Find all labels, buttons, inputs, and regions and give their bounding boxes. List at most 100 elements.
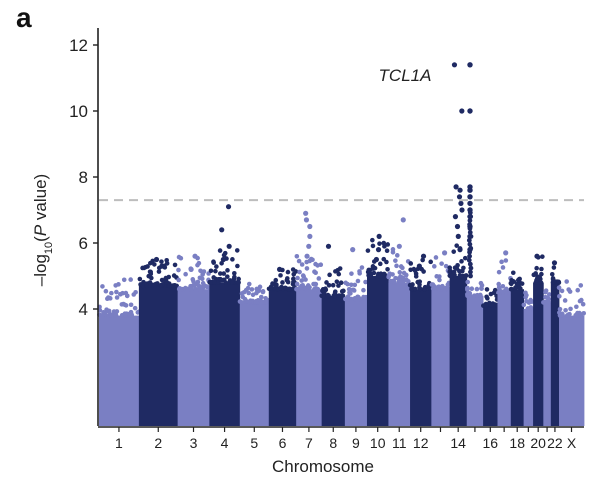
snp-point <box>551 265 557 270</box>
peak-point <box>396 243 402 249</box>
snp-point <box>579 297 584 303</box>
x-tick-label: 1 <box>115 435 123 451</box>
snp-point <box>496 290 501 295</box>
snp-point <box>273 277 279 283</box>
peak-point <box>459 207 465 213</box>
snp-point <box>312 269 317 275</box>
snp-point <box>437 277 442 283</box>
snp-point <box>562 298 568 303</box>
peak-point <box>325 243 332 249</box>
y-tick-label: 8 <box>79 168 88 187</box>
chromosome-17-points <box>496 250 513 426</box>
snp-point <box>447 269 452 274</box>
snp-point <box>378 273 383 279</box>
snp-point <box>337 266 343 271</box>
snp-point <box>324 280 329 285</box>
snp-point <box>219 260 224 266</box>
snp-point <box>349 296 354 302</box>
snp-point <box>513 285 519 290</box>
snp-point <box>432 264 437 269</box>
snp-point <box>304 259 309 265</box>
snp-point <box>273 283 279 289</box>
snp-point <box>539 266 544 272</box>
snp-point <box>287 286 292 292</box>
x-tick-label: 20 <box>530 435 546 451</box>
snp-point <box>198 268 203 274</box>
chromosome-10-band <box>366 276 389 426</box>
snp-point <box>409 286 414 292</box>
snp-point <box>549 271 555 277</box>
snp-point <box>398 274 403 279</box>
chromosome-2-band <box>138 285 179 426</box>
snp-point <box>467 293 473 299</box>
snp-point <box>563 307 568 313</box>
snp-point <box>390 249 396 255</box>
chromosome-12-points <box>407 253 434 426</box>
snp-point <box>114 289 119 295</box>
snp-point <box>152 282 158 288</box>
snp-point <box>124 293 130 299</box>
snp-point <box>352 282 358 288</box>
snp-point <box>197 275 203 281</box>
chromosome-14-band <box>449 276 468 426</box>
snp-point <box>459 259 464 264</box>
snp-point <box>113 310 118 316</box>
snp-point <box>246 299 252 305</box>
snp-point <box>312 286 317 292</box>
snp-point <box>285 279 291 285</box>
snp-point <box>496 281 502 287</box>
chromosome-22-points <box>549 260 562 426</box>
snp-point <box>467 253 472 259</box>
peak-point <box>454 223 461 230</box>
peak-point <box>276 266 283 272</box>
snp-point <box>543 288 549 293</box>
snp-point <box>183 271 188 277</box>
significant-snp-point <box>467 62 473 68</box>
snp-point <box>122 302 128 308</box>
snp-point <box>232 274 237 280</box>
snp-point <box>556 285 562 290</box>
snp-point <box>137 276 143 282</box>
x-tick-label: 16 <box>483 435 499 451</box>
snp-point <box>468 245 474 251</box>
snp-point <box>159 259 164 264</box>
snp-point <box>103 288 109 294</box>
snp-point <box>443 263 449 269</box>
gene-annotation: TCL1A <box>379 66 432 85</box>
snp-point <box>258 294 264 300</box>
snp-point <box>574 304 579 310</box>
snp-point <box>294 281 300 287</box>
x-tick-label: 14 <box>450 435 466 451</box>
snp-point <box>544 299 550 305</box>
snp-point <box>468 273 473 279</box>
snp-point <box>444 285 449 291</box>
chromosome-16-points <box>481 287 500 426</box>
snp-point <box>296 258 302 264</box>
chromosome-1-points <box>97 277 141 426</box>
snp-point <box>257 284 263 290</box>
chromosome-11-band <box>388 282 411 426</box>
snp-point <box>260 300 265 305</box>
snp-point <box>564 279 569 284</box>
snp-point <box>531 272 537 278</box>
snp-point <box>469 286 475 292</box>
snp-point <box>385 242 391 247</box>
snp-point <box>468 214 474 220</box>
snp-point <box>363 279 368 285</box>
snp-point <box>467 226 473 231</box>
x-tick-label: 3 <box>190 435 198 451</box>
x-axis: 1 2 3 4 5 6 7 8 9 10 11 12 14 16 18 20 22 X <box>98 426 584 451</box>
snp-point <box>145 264 150 269</box>
peak-point <box>306 243 312 249</box>
snp-point <box>213 268 218 274</box>
y-tick-label: 10 <box>69 102 88 121</box>
chromosome-7-band <box>296 289 323 426</box>
snp-point <box>158 283 163 289</box>
snp-point <box>488 291 494 297</box>
snp-point <box>394 253 400 258</box>
snp-point <box>565 313 571 318</box>
chromosome-3-band <box>177 289 210 426</box>
snp-point <box>578 283 584 288</box>
snp-point <box>249 287 255 292</box>
peak-point <box>159 263 165 269</box>
